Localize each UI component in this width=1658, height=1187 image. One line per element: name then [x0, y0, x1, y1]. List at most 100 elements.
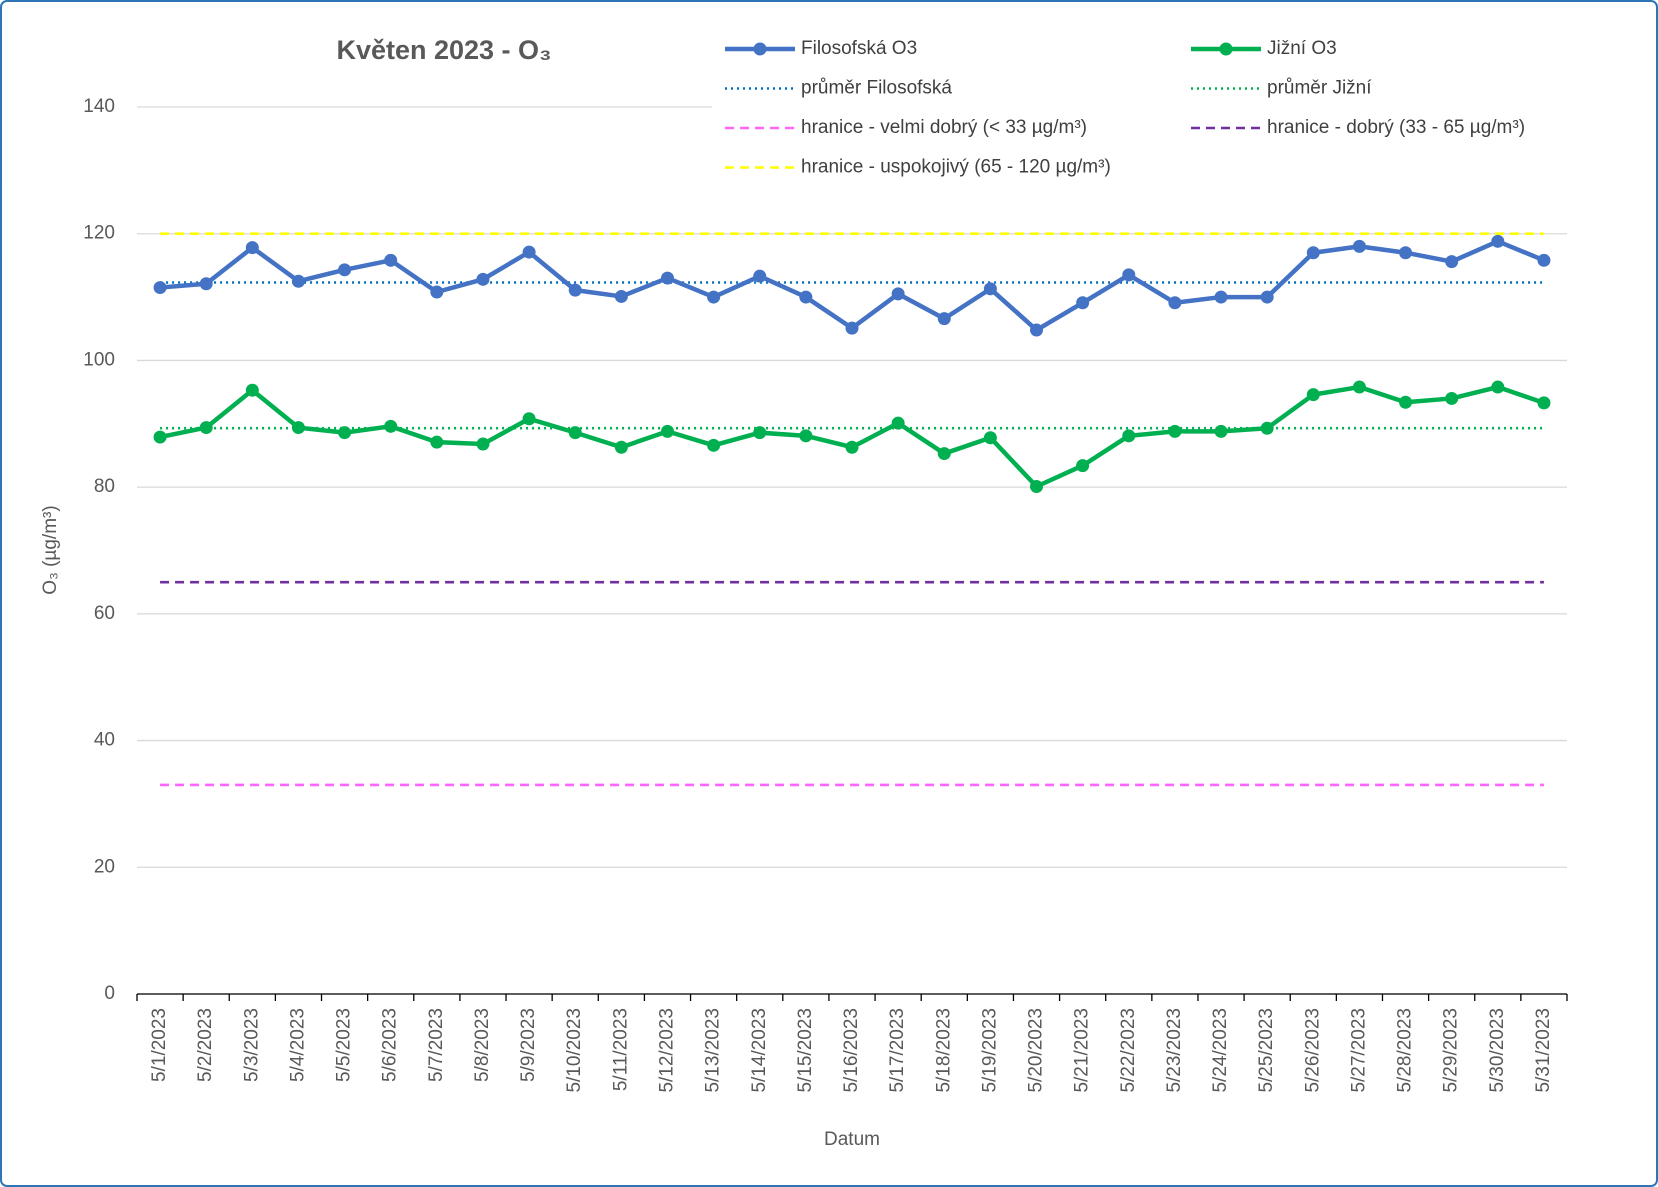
x-tick-label: 5/4/2023 — [287, 1008, 308, 1082]
data-point — [1306, 246, 1320, 260]
data-point — [1030, 323, 1044, 337]
data-point — [753, 426, 767, 440]
data-point — [660, 271, 674, 285]
data-point — [1491, 380, 1505, 394]
data-point — [1399, 395, 1413, 409]
data-point — [799, 290, 813, 304]
data-point — [1168, 296, 1182, 310]
x-tick-label: 5/27/2023 — [1348, 1008, 1369, 1093]
data-point — [614, 289, 628, 303]
chart-title: Květen 2023 - O₃ — [336, 35, 551, 65]
data-point — [845, 440, 859, 454]
data-point — [799, 429, 813, 443]
x-tick-label: 5/19/2023 — [979, 1008, 1000, 1093]
data-point — [1352, 380, 1366, 394]
data-point — [384, 419, 398, 433]
x-tick-label: 5/30/2023 — [1487, 1008, 1508, 1093]
legend-label: hranice - uspokojivý (65 - 120 µg/m³) — [801, 157, 1111, 178]
y-tick-label: 120 — [83, 223, 115, 244]
y-tick-label: 0 — [104, 983, 115, 1004]
data-point — [937, 312, 951, 326]
data-point — [1214, 424, 1228, 438]
x-tick-label: 5/6/2023 — [380, 1008, 401, 1082]
x-tick-label: 5/13/2023 — [703, 1008, 724, 1093]
legend-label: Filosofská O3 — [801, 38, 917, 59]
data-point — [1168, 424, 1182, 438]
data-point — [1260, 421, 1274, 435]
x-tick-label: 5/31/2023 — [1533, 1008, 1554, 1093]
x-tick-label: 5/1/2023 — [149, 1008, 170, 1082]
x-tick-label: 5/18/2023 — [933, 1008, 954, 1093]
x-tick-label: 5/26/2023 — [1302, 1008, 1323, 1093]
data-point — [522, 245, 536, 259]
x-tick-label: 5/14/2023 — [749, 1008, 770, 1093]
data-point — [1537, 253, 1551, 267]
data-point — [1352, 239, 1366, 253]
data-point — [891, 287, 905, 301]
y-tick-label: 80 — [94, 476, 115, 497]
legend-box — [712, 30, 1582, 198]
data-point — [338, 426, 352, 440]
y-tick-label: 100 — [83, 349, 115, 370]
data-point — [1445, 255, 1459, 269]
data-point — [1122, 268, 1136, 282]
data-point — [384, 253, 398, 267]
data-point — [430, 285, 444, 299]
data-point — [707, 290, 721, 304]
data-point — [476, 272, 490, 286]
y-tick-label: 60 — [94, 603, 115, 624]
x-tick-label: 5/29/2023 — [1441, 1008, 1462, 1093]
y-tick-label: 140 — [83, 96, 115, 117]
data-point — [338, 263, 352, 277]
data-point — [153, 281, 167, 295]
data-point — [199, 277, 213, 291]
data-point — [1030, 480, 1044, 494]
legend-label: hranice - velmi dobrý (< 33 µg/m³) — [801, 117, 1087, 138]
x-tick-label: 5/3/2023 — [241, 1008, 262, 1082]
x-tick-label: 5/7/2023 — [426, 1008, 447, 1082]
data-point — [568, 283, 582, 297]
data-point — [891, 416, 905, 430]
x-tick-label: 5/28/2023 — [1395, 1008, 1416, 1093]
x-tick-label: 5/22/2023 — [1118, 1008, 1139, 1093]
x-tick-label: 5/23/2023 — [1164, 1008, 1185, 1093]
data-point — [1306, 388, 1320, 402]
x-tick-label: 5/16/2023 — [841, 1008, 862, 1093]
x-tick-label: 5/9/2023 — [518, 1008, 539, 1082]
data-point — [1399, 246, 1413, 260]
x-tick-label: 5/17/2023 — [887, 1008, 908, 1093]
x-tick-label: 5/5/2023 — [334, 1008, 355, 1082]
data-point — [1260, 290, 1274, 304]
data-point — [845, 321, 859, 335]
y-axis-title: O₃ (µg/m³) — [40, 505, 61, 594]
data-point — [1076, 459, 1090, 473]
data-point — [937, 447, 951, 461]
data-point — [199, 421, 213, 435]
legend-label: Jižní O3 — [1267, 38, 1337, 59]
data-point — [568, 426, 582, 440]
data-point — [1537, 396, 1551, 410]
legend-label: průměr Jižní — [1267, 78, 1372, 99]
y-tick-label: 20 — [94, 856, 115, 877]
data-point — [1491, 234, 1505, 248]
data-point — [983, 282, 997, 296]
x-tick-label: 5/24/2023 — [1210, 1008, 1231, 1093]
x-tick-label: 5/25/2023 — [1256, 1008, 1277, 1093]
x-tick-label: 5/8/2023 — [472, 1008, 493, 1082]
data-point — [983, 431, 997, 445]
data-point — [753, 269, 767, 283]
data-point — [614, 440, 628, 454]
x-tick-label: 5/20/2023 — [1026, 1008, 1047, 1093]
legend-marker — [1219, 42, 1233, 56]
data-point — [245, 383, 259, 397]
x-tick-label: 5/15/2023 — [795, 1008, 816, 1093]
data-point — [707, 438, 721, 452]
x-tick-label: 5/10/2023 — [564, 1008, 585, 1093]
data-point — [1122, 429, 1136, 443]
data-point — [1076, 296, 1090, 310]
data-point — [522, 412, 536, 426]
data-point — [1214, 290, 1228, 304]
x-tick-label: 5/2/2023 — [195, 1008, 216, 1082]
